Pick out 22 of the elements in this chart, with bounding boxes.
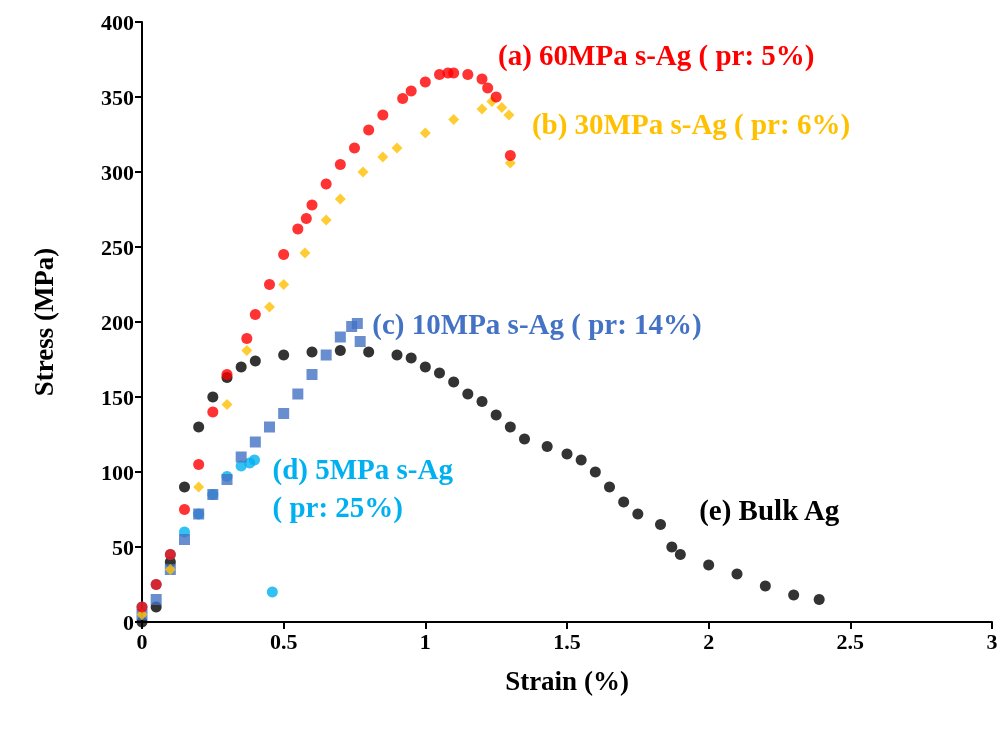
y-tick-label: 300 xyxy=(101,159,134,185)
y-tick-label: 350 xyxy=(101,84,134,110)
x-tick-label: 0.5 xyxy=(269,628,298,654)
x-tick-label: 2 xyxy=(703,628,715,654)
y-tick-label: 100 xyxy=(101,459,134,485)
y-tick-label: 400 xyxy=(101,9,134,35)
y-tick-label: 50 xyxy=(112,534,134,560)
y-tick-label: 250 xyxy=(101,234,134,260)
series-label: (d) 5MPa s-Ag ( pr: 25%) xyxy=(272,453,454,524)
x-tick-label: 2.5 xyxy=(836,628,865,654)
x-axis-title: Strain (%) xyxy=(505,665,629,696)
series-label: (c) 10MPa s-Ag ( pr: 14%) xyxy=(372,307,702,341)
series-label: (b) 30MPa s-Ag ( pr: 6%) xyxy=(531,107,851,141)
y-axis-title: Stress (MPa) xyxy=(28,247,59,397)
x-tick-label: 1 xyxy=(419,628,431,654)
y-tick-label: 0 xyxy=(123,609,134,635)
y-tick-label: 200 xyxy=(101,309,134,335)
x-tick-label: 3 xyxy=(986,628,998,654)
series-label: (a) 60MPa s-Ag ( pr: 5%) xyxy=(498,39,815,72)
y-tick-label: 150 xyxy=(101,384,134,410)
x-tick-label: 1.5 xyxy=(553,628,581,654)
series-label: (e) Bulk Ag xyxy=(699,493,840,527)
